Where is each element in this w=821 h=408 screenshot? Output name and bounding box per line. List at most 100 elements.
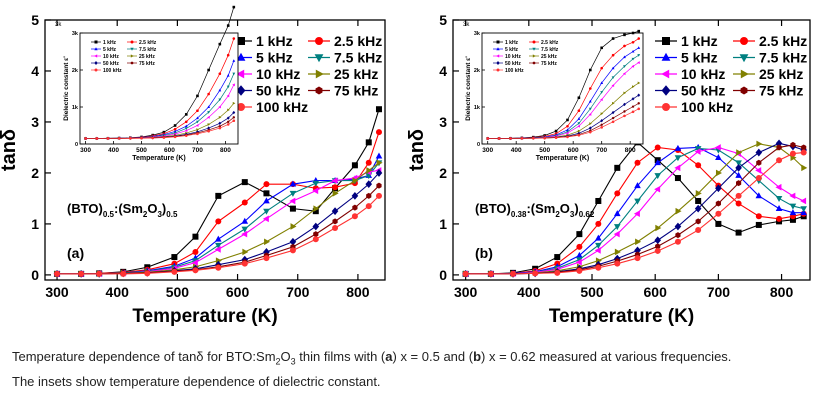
inset-data-point — [84, 137, 87, 140]
inset-data-point — [184, 134, 188, 137]
inset-x-tick-label: 800 — [625, 147, 636, 154]
legend-item-label: 50 kHz — [256, 83, 300, 99]
inset-data-point — [631, 49, 635, 53]
data-point — [366, 167, 373, 174]
data-point — [654, 236, 662, 245]
inset-data-point — [611, 37, 615, 40]
inset-data-point — [232, 116, 235, 119]
inset-legend-marker — [130, 47, 134, 51]
data-point — [736, 149, 743, 156]
inset-data-point — [577, 129, 581, 133]
inset-data-point — [566, 130, 569, 134]
series-1-kHz — [462, 139, 807, 277]
data-point — [215, 218, 222, 225]
composition-part: 2 — [143, 210, 148, 219]
inset-data-point — [162, 136, 166, 139]
legend-marker — [315, 86, 323, 95]
data-point — [755, 213, 762, 220]
inset-data-point — [207, 111, 211, 114]
inset-x-tick-label: 400 — [108, 147, 119, 154]
inset-chart: 300 400 500 600 700 800 0 1k 2k 3k Temperature (K)… — [465, 29, 644, 162]
inset-x-tick-label: 600 — [164, 147, 175, 154]
data-point — [694, 146, 702, 153]
inset-data-point — [232, 83, 235, 87]
inset-data-point — [600, 46, 603, 50]
data-point — [674, 175, 681, 182]
composition-part: 0.5 — [103, 210, 115, 219]
data-point — [215, 242, 222, 249]
data-point — [695, 190, 702, 197]
inset-legend-label: 10 kHz — [103, 54, 119, 60]
inset-data-point — [637, 54, 641, 57]
data-point — [776, 157, 783, 164]
inset-data-point — [226, 94, 230, 98]
data-point — [613, 210, 621, 217]
data-point — [54, 270, 61, 277]
inset-data-point — [588, 112, 592, 116]
composition-part: 3 — [157, 210, 162, 219]
data-point — [790, 141, 796, 148]
data-point — [633, 210, 640, 218]
legend-item-label: 7.5 kHz — [334, 50, 382, 66]
inset-y-tick-label: 2k — [72, 68, 79, 74]
inset-data-point — [218, 126, 222, 130]
data-point — [264, 238, 271, 246]
inset-data-point — [637, 107, 641, 111]
data-point — [312, 208, 319, 215]
inset-data-point — [184, 113, 188, 116]
inset-data-point — [600, 119, 604, 123]
data-point — [735, 229, 742, 236]
inset-data-point — [637, 93, 641, 97]
composition-part: 3 — [570, 210, 575, 219]
inset-data-point — [226, 73, 230, 77]
inset-data-point — [623, 102, 626, 107]
legend-item-label: 10 kHz — [256, 66, 300, 82]
inset-data-point — [207, 68, 210, 72]
inset-data-point — [207, 115, 210, 119]
inset-legend-label: 7.5 kHz — [139, 47, 157, 53]
inset-data-point — [218, 42, 222, 46]
inset-data-point — [637, 29, 641, 33]
inset-legend-marker — [496, 54, 500, 58]
data-point — [674, 155, 682, 162]
inset-chart: 300 400 500 600 700 800 0 1k 2k 3k Temperature (K)… — [63, 5, 239, 162]
composition-part: ) — [162, 201, 166, 216]
inset-data-point — [600, 112, 604, 116]
legend-marker — [661, 69, 670, 79]
inset-data-point — [631, 31, 635, 35]
data-point — [375, 152, 383, 159]
data-point — [801, 164, 808, 172]
inset-legend-marker — [130, 61, 134, 65]
inset-data-point — [637, 61, 640, 65]
inset-data-point — [218, 121, 222, 125]
x-tick-label: 800 — [346, 284, 370, 300]
inset-data-point — [588, 99, 592, 103]
data-point — [613, 230, 620, 238]
x-tick-label: 500 — [166, 284, 190, 300]
data-point — [171, 254, 178, 261]
inset-legend-label: 75 kHz — [541, 61, 557, 67]
data-point — [714, 144, 721, 151]
data-point — [789, 209, 797, 216]
inset-data-point — [227, 108, 230, 112]
inset-frame — [481, 32, 644, 145]
data-point — [289, 237, 297, 246]
data-point — [613, 224, 621, 231]
inset-legend-label: 100 kHz — [505, 68, 524, 74]
inset-x-tick-label: 500 — [136, 147, 147, 154]
inset-data-point — [611, 84, 615, 87]
inset-data-point — [129, 137, 132, 140]
plot-frame — [452, 19, 811, 281]
data-point — [376, 182, 382, 189]
data-point — [695, 218, 701, 225]
inset-data-point — [623, 110, 626, 113]
inset-data-point — [173, 124, 177, 127]
legend-item-label: 2.5 kHz — [334, 33, 382, 49]
inset-data-point — [232, 101, 236, 105]
composition-part: 0.38 — [511, 210, 527, 219]
inset-data-point — [218, 124, 221, 128]
inset-y-tick-label: 0 — [75, 142, 78, 148]
inset-data-point — [577, 122, 581, 125]
data-point — [655, 243, 661, 250]
inset-data-point — [600, 81, 604, 84]
